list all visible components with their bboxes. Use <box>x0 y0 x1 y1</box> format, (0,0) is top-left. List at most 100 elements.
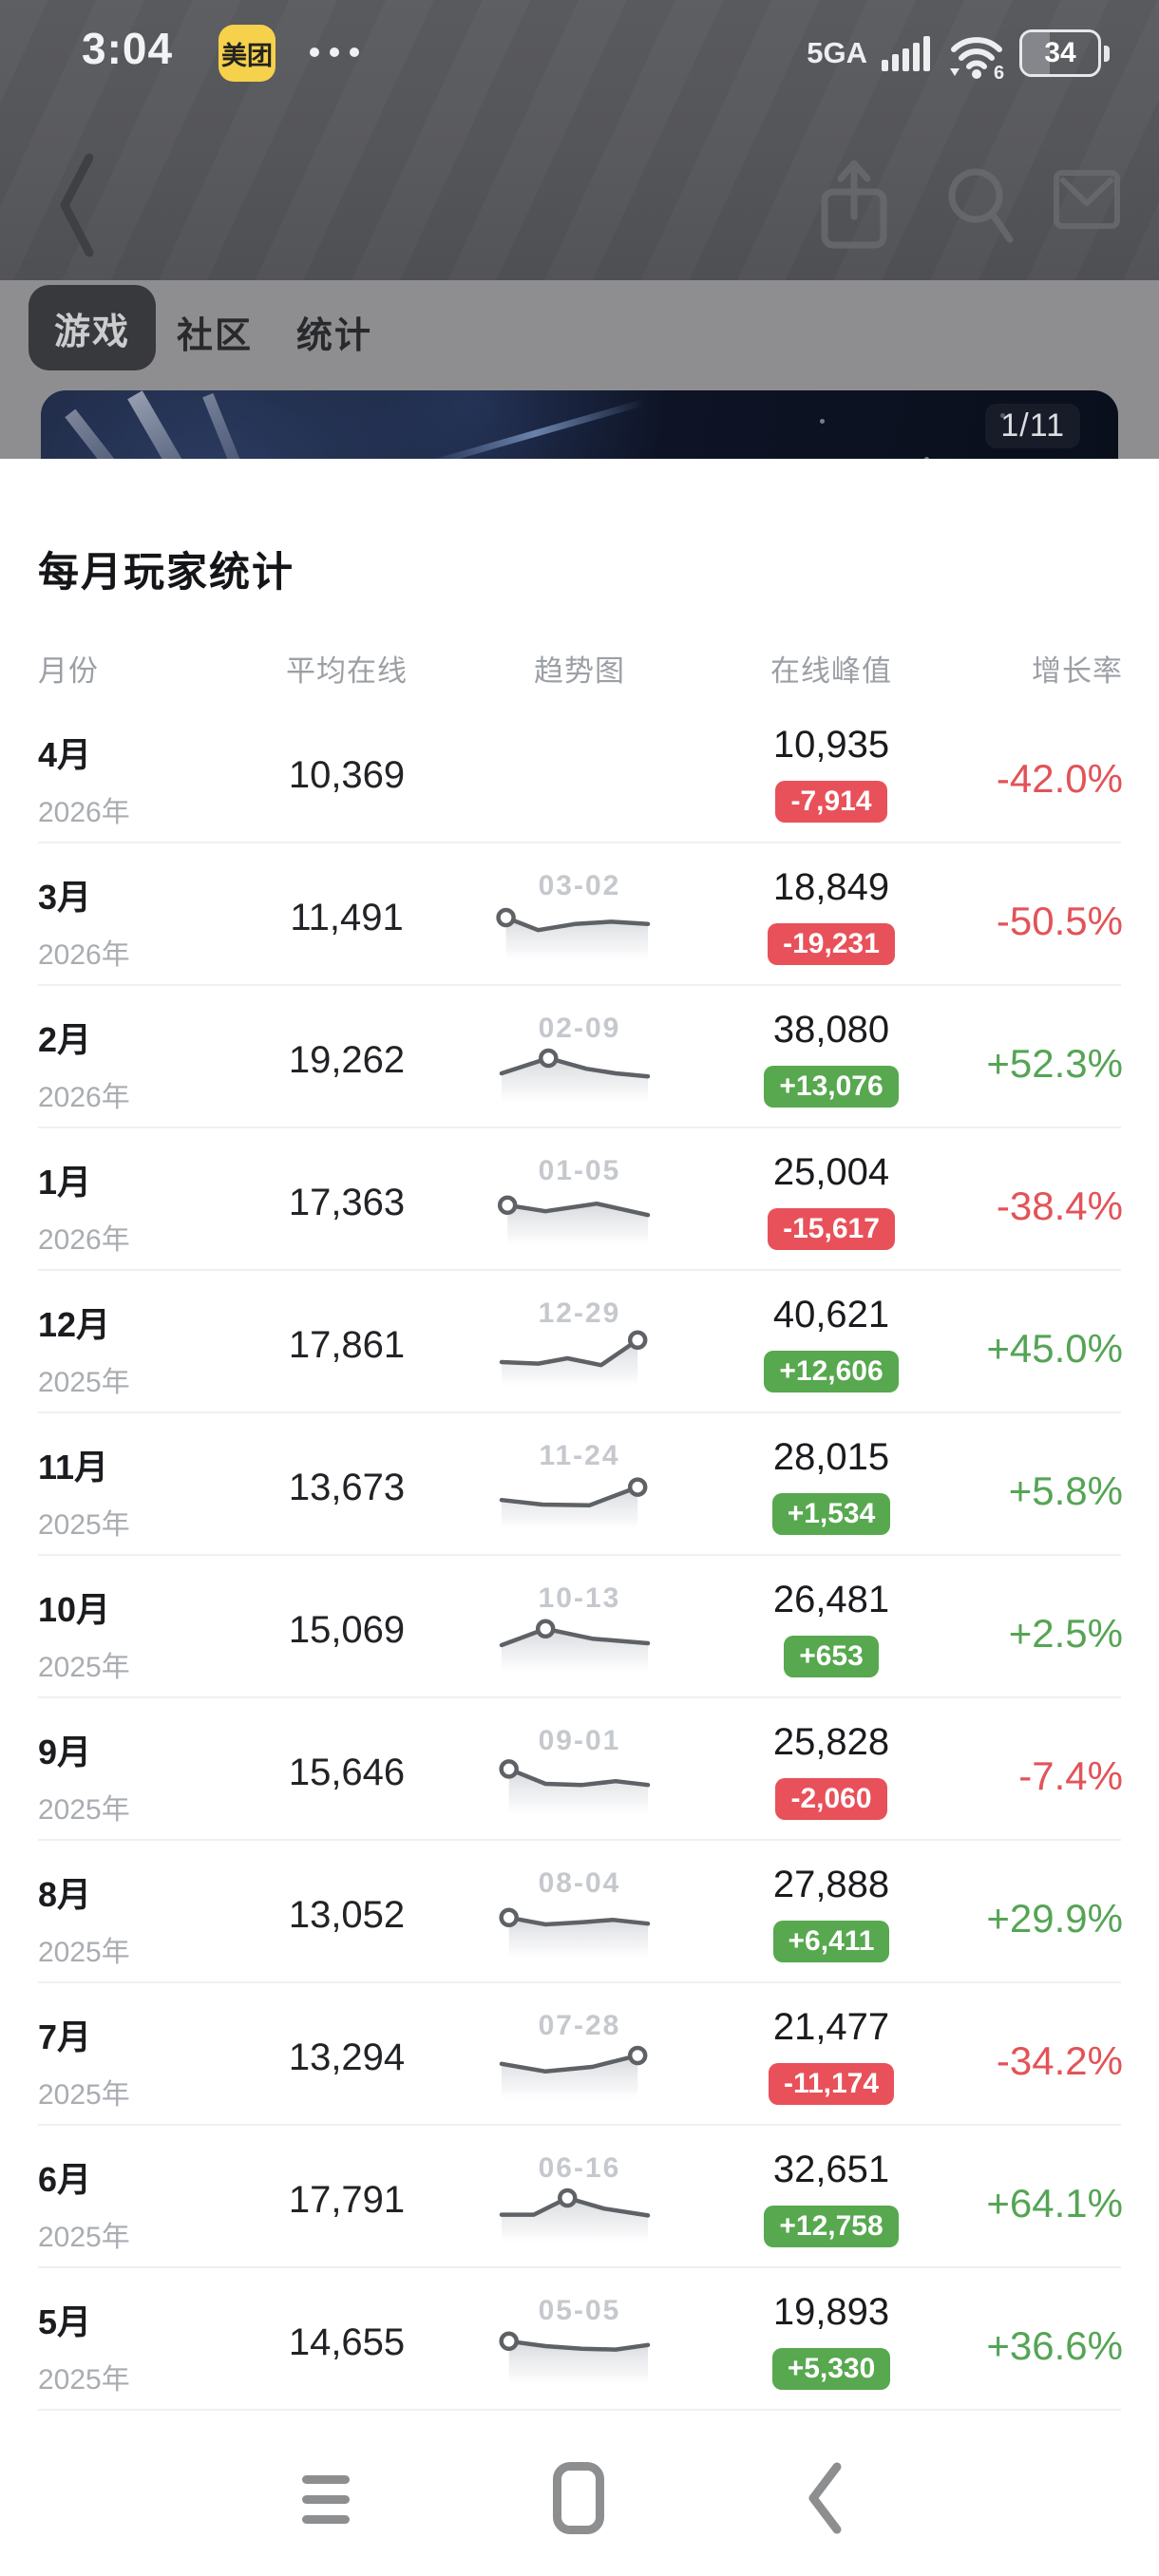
dimmed-header-backdrop <box>0 0 1159 280</box>
trend-date-label: 09-01 <box>538 1725 621 1756</box>
year-label: 2026年 <box>38 1082 130 1113</box>
peak-delta-badge: +12,606 <box>764 1351 899 1392</box>
battery-fill <box>1022 32 1050 74</box>
search-icon[interactable] <box>945 163 1017 249</box>
month-label: 1月 <box>38 1163 92 1202</box>
tab-community[interactable]: 社区 <box>177 316 254 356</box>
avg-online-value: 13,673 <box>288 1467 406 1508</box>
system-back-icon[interactable] <box>808 2462 844 2534</box>
peak-online-value: 26,481 <box>772 1579 890 1620</box>
table-row: 7月 2025年 13,294 07-28 21,477 -11,174 -34… <box>0 1983 1159 2126</box>
year-label: 2025年 <box>38 2222 130 2253</box>
table-row: 12月 2025年 17,861 12-29 40,621 +12,606 +4… <box>0 1271 1159 1413</box>
table-row: 8月 2025年 13,052 08-04 27,888 +6,411 +29.… <box>0 1841 1159 1983</box>
home-icon[interactable] <box>553 2462 604 2534</box>
month-label: 7月 <box>38 2017 92 2056</box>
growth-rate: +5.8% <box>1008 1468 1123 1513</box>
peak-delta-badge: +5,330 <box>771 2348 891 2390</box>
table-row: 9月 2025年 15,646 09-01 25,828 -2,060 -7.4… <box>0 1698 1159 1841</box>
growth-rate: +52.3% <box>986 1041 1123 1086</box>
carousel-page-indicator: 1/11 <box>985 404 1080 448</box>
row-divider <box>38 1127 1121 1128</box>
column-header-trend: 趋势图 <box>534 654 625 688</box>
row-divider <box>38 1411 1121 1413</box>
trend-date-label: 10-13 <box>538 1582 621 1614</box>
row-divider <box>38 2266 1121 2268</box>
signal-strength-icon <box>882 35 930 71</box>
network-type-label: 5GA <box>807 36 867 69</box>
battery-percent: 34 <box>1044 37 1076 68</box>
avg-online-value: 17,791 <box>288 2179 406 2221</box>
tab-stats[interactable]: 统计 <box>296 316 373 356</box>
trend-sparkline <box>497 1189 651 1248</box>
year-label: 2026年 <box>38 797 130 828</box>
peak-online-value: 25,828 <box>772 1721 890 1763</box>
year-label: 2025年 <box>38 2079 130 2111</box>
year-label: 2025年 <box>38 1367 130 1398</box>
back-button[interactable] <box>57 150 99 262</box>
peak-online-value: 40,621 <box>772 1294 890 1335</box>
year-label: 2025年 <box>38 2364 130 2396</box>
month-label: 11月 <box>38 1448 109 1487</box>
trend-date-label: 02-09 <box>538 1013 621 1044</box>
peak-delta-badge: -7,914 <box>775 781 887 823</box>
avg-online-value: 17,363 <box>288 1182 406 1223</box>
trend-date-label: 11-24 <box>539 1440 620 1471</box>
trend-date-label: 08-04 <box>538 1867 621 1899</box>
table-row: 4月 2026年 10,369 10,935 -7,914 -42.0% <box>0 701 1159 843</box>
row-divider <box>38 1696 1121 1698</box>
trend-sparkline <box>499 1617 651 1676</box>
row-divider <box>38 2124 1121 2126</box>
peak-online-value: 32,651 <box>772 2149 890 2190</box>
peak-online-value: 25,004 <box>772 1151 890 1193</box>
growth-rate: +2.5% <box>1008 1611 1123 1656</box>
growth-rate: -34.2% <box>996 2038 1123 2083</box>
battery-icon: 34 <box>1019 29 1110 77</box>
column-header-avg-online: 平均在线 <box>286 654 408 688</box>
wifi-6-label: 6 <box>994 63 1004 80</box>
trend-date-label: 07-28 <box>538 2010 621 2041</box>
year-label: 2025年 <box>38 1509 130 1541</box>
peak-delta-badge: -19,231 <box>768 923 895 965</box>
peak-delta-badge: +653 <box>784 1636 879 1677</box>
trend-sparkline <box>499 2044 648 2103</box>
row-divider <box>38 984 1121 986</box>
month-label: 8月 <box>38 1875 92 1914</box>
row-divider <box>38 1554 1121 1556</box>
mail-icon[interactable] <box>1053 169 1121 232</box>
month-label: 5月 <box>38 2302 92 2341</box>
notification-dots-icon <box>310 47 359 57</box>
month-label: 9月 <box>38 1733 92 1771</box>
trend-sparkline <box>496 904 651 963</box>
banner-art-glow <box>424 399 646 468</box>
peak-online-value: 27,888 <box>772 1864 890 1905</box>
peak-delta-badge: -15,617 <box>768 1208 895 1250</box>
row-divider <box>38 842 1121 843</box>
month-label: 6月 <box>38 2160 92 2199</box>
peak-delta-badge: -11,174 <box>768 2063 895 2105</box>
tab-game[interactable]: 游戏 <box>28 285 156 370</box>
growth-rate: -7.4% <box>1018 1753 1123 1798</box>
month-label: 2月 <box>38 1020 92 1059</box>
row-divider <box>38 1839 1121 1841</box>
table-row: 3月 2026年 11,491 03-02 18,849 -19,231 -50… <box>0 843 1159 986</box>
recent-apps-menu-icon[interactable] <box>302 2475 350 2535</box>
share-icon[interactable] <box>817 158 891 253</box>
sheet-title: 每月玩家统计 <box>38 550 294 596</box>
app-badge-label: 美团 <box>221 41 273 70</box>
row-divider <box>38 1981 1121 1983</box>
peak-online-value: 19,893 <box>772 2291 890 2333</box>
clock-time: 3:04 <box>82 24 174 73</box>
peak-online-value: 21,477 <box>772 2006 890 2048</box>
backdrop-streaks <box>0 0 1159 280</box>
peak-delta-badge: +1,534 <box>771 1493 891 1535</box>
trend-date-label: 01-05 <box>538 1155 621 1186</box>
column-header-peak-online: 在线峰值 <box>770 654 892 688</box>
table-row: 1月 2026年 17,363 01-05 25,004 -15,617 -38… <box>0 1128 1159 1271</box>
wifi-icon: 6 <box>950 37 1004 80</box>
system-navigation-bar <box>0 2451 1159 2555</box>
growth-rate: -42.0% <box>996 756 1123 801</box>
growth-rate: +64.1% <box>986 2181 1123 2226</box>
year-label: 2026年 <box>38 1224 130 1256</box>
table-row: 10月 2025年 15,069 10-13 26,481 +653 +2.5% <box>0 1556 1159 1698</box>
